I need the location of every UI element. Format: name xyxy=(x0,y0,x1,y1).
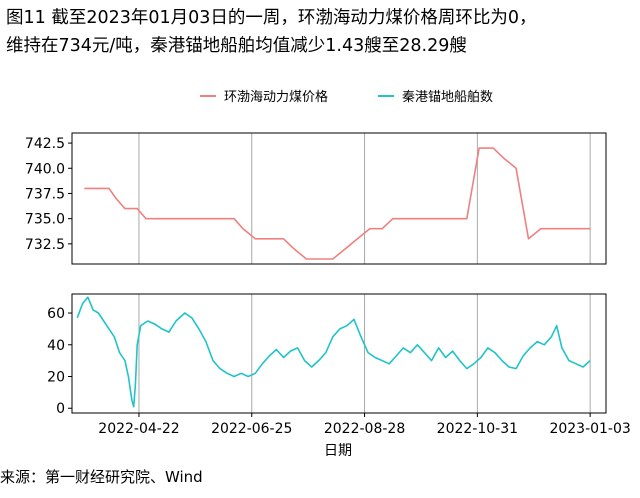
y-tick-label-2-2: 40 xyxy=(47,338,65,354)
y-tick-label-1-2: 740.0 xyxy=(25,161,65,177)
legend-swatch-price xyxy=(200,94,216,97)
title-line-1: 图11 截至2023年01月03日的一周，环渤海动力煤价格周环比为0， xyxy=(6,8,537,28)
x-axis-label: 日期 xyxy=(324,443,352,459)
y-tick-label-1-4: 735.0 xyxy=(25,212,65,228)
legend-swatch-ships xyxy=(378,94,394,97)
series-line-1 xyxy=(84,147,591,260)
x-tick-label-3: 2022-08-28 xyxy=(324,421,405,437)
legend-item-price: 环渤海动力煤价格 xyxy=(200,86,328,105)
panel-ships: 60 40 20 0 xyxy=(47,293,607,417)
legend: 环渤海动力煤价格 秦港锚地船舶数 xyxy=(0,86,640,106)
y-tick-label-1-1: 742.5 xyxy=(25,136,65,152)
x-tick-label-5: 2023-01-03 xyxy=(549,421,630,437)
y-tick-label-1-3: 737.5 xyxy=(25,186,65,202)
x-tick-label-2: 2022-06-25 xyxy=(211,421,292,437)
x-tick-label-4: 2022-10-31 xyxy=(437,421,518,437)
legend-label-price: 环渤海动力煤价格 xyxy=(224,90,329,105)
y-tick-label-2-3: 20 xyxy=(47,370,65,386)
plot-frame-1 xyxy=(71,132,607,265)
legend-item-ships: 秦港锚地船舶数 xyxy=(378,86,493,105)
x-tick-label-1: 2022-04-22 xyxy=(98,421,179,437)
y-tick-label-1-5: 732.5 xyxy=(25,237,65,253)
source-note: 来源：第一财经研究院、Wind xyxy=(0,468,203,486)
y-tick-label-2-1: 60 xyxy=(47,306,65,322)
panel-price: 742.5 740.0 737.5 735.0 732.5 xyxy=(25,132,607,265)
y-tick-label-2-4: 0 xyxy=(56,401,65,417)
x-axis: 2022-04-22 2022-06-25 2022-08-28 2022-10-31… xyxy=(98,413,631,437)
title-line-2: 维持在734元/吨，秦港锚地船舶均值减少1.43艘至28.29艘 xyxy=(6,36,467,56)
chart-title: 图11 截至2023年01月03日的一周，环渤海动力煤价格周环比为0， 维持在7… xyxy=(6,4,634,60)
legend-label-ships: 秦港锚地船舶数 xyxy=(402,90,494,105)
series-line-2 xyxy=(76,296,591,408)
plot-frame-2 xyxy=(71,293,607,414)
